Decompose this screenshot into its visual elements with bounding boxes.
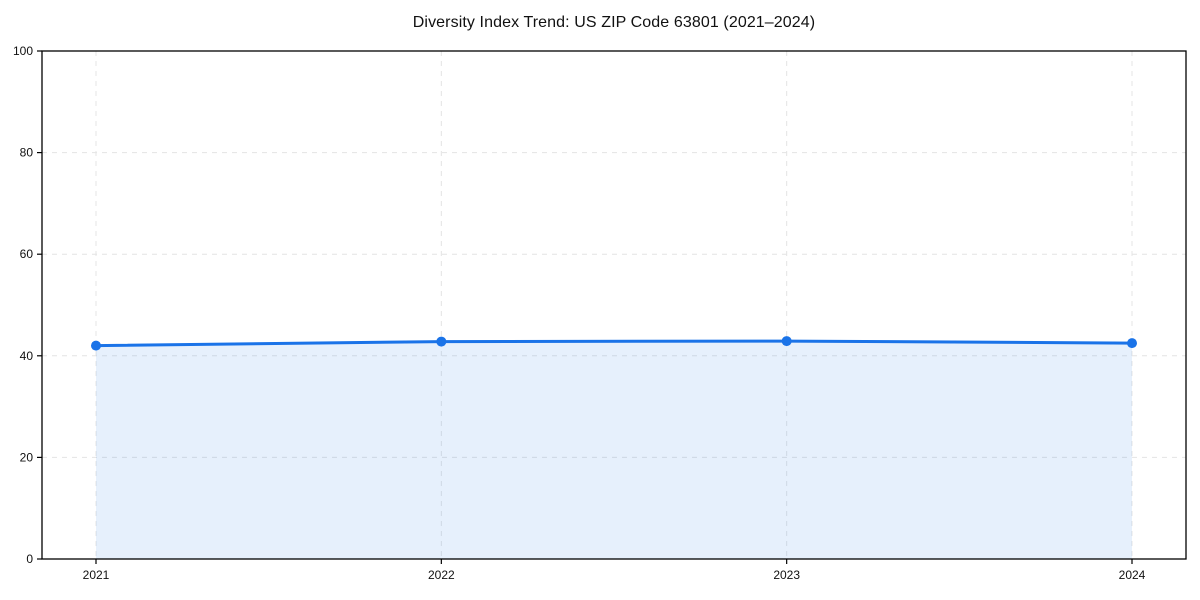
- data-point: [436, 336, 447, 347]
- data-point: [781, 336, 792, 347]
- plot-border: [41, 50, 1187, 560]
- y-tick-label: 40: [20, 349, 34, 363]
- y-tick-label: 60: [20, 247, 34, 261]
- area-fill: [96, 341, 1132, 559]
- x-tick-label: 2022: [428, 568, 455, 582]
- x-tick-label: 2023: [773, 568, 800, 582]
- x-tick-label: 2024: [1119, 568, 1146, 582]
- chart-title: Diversity Index Trend: US ZIP Code 63801…: [412, 14, 816, 31]
- y-tick-label: 20: [20, 450, 34, 464]
- y-tick-label: 0: [26, 552, 33, 566]
- x-tick-label: 2021: [83, 568, 110, 582]
- data-point: [1127, 338, 1137, 349]
- y-tick-label: 100: [13, 44, 33, 58]
- y-tick-label: 80: [20, 146, 34, 160]
- trend-line: [94, 339, 1134, 348]
- data-point: [91, 340, 101, 351]
